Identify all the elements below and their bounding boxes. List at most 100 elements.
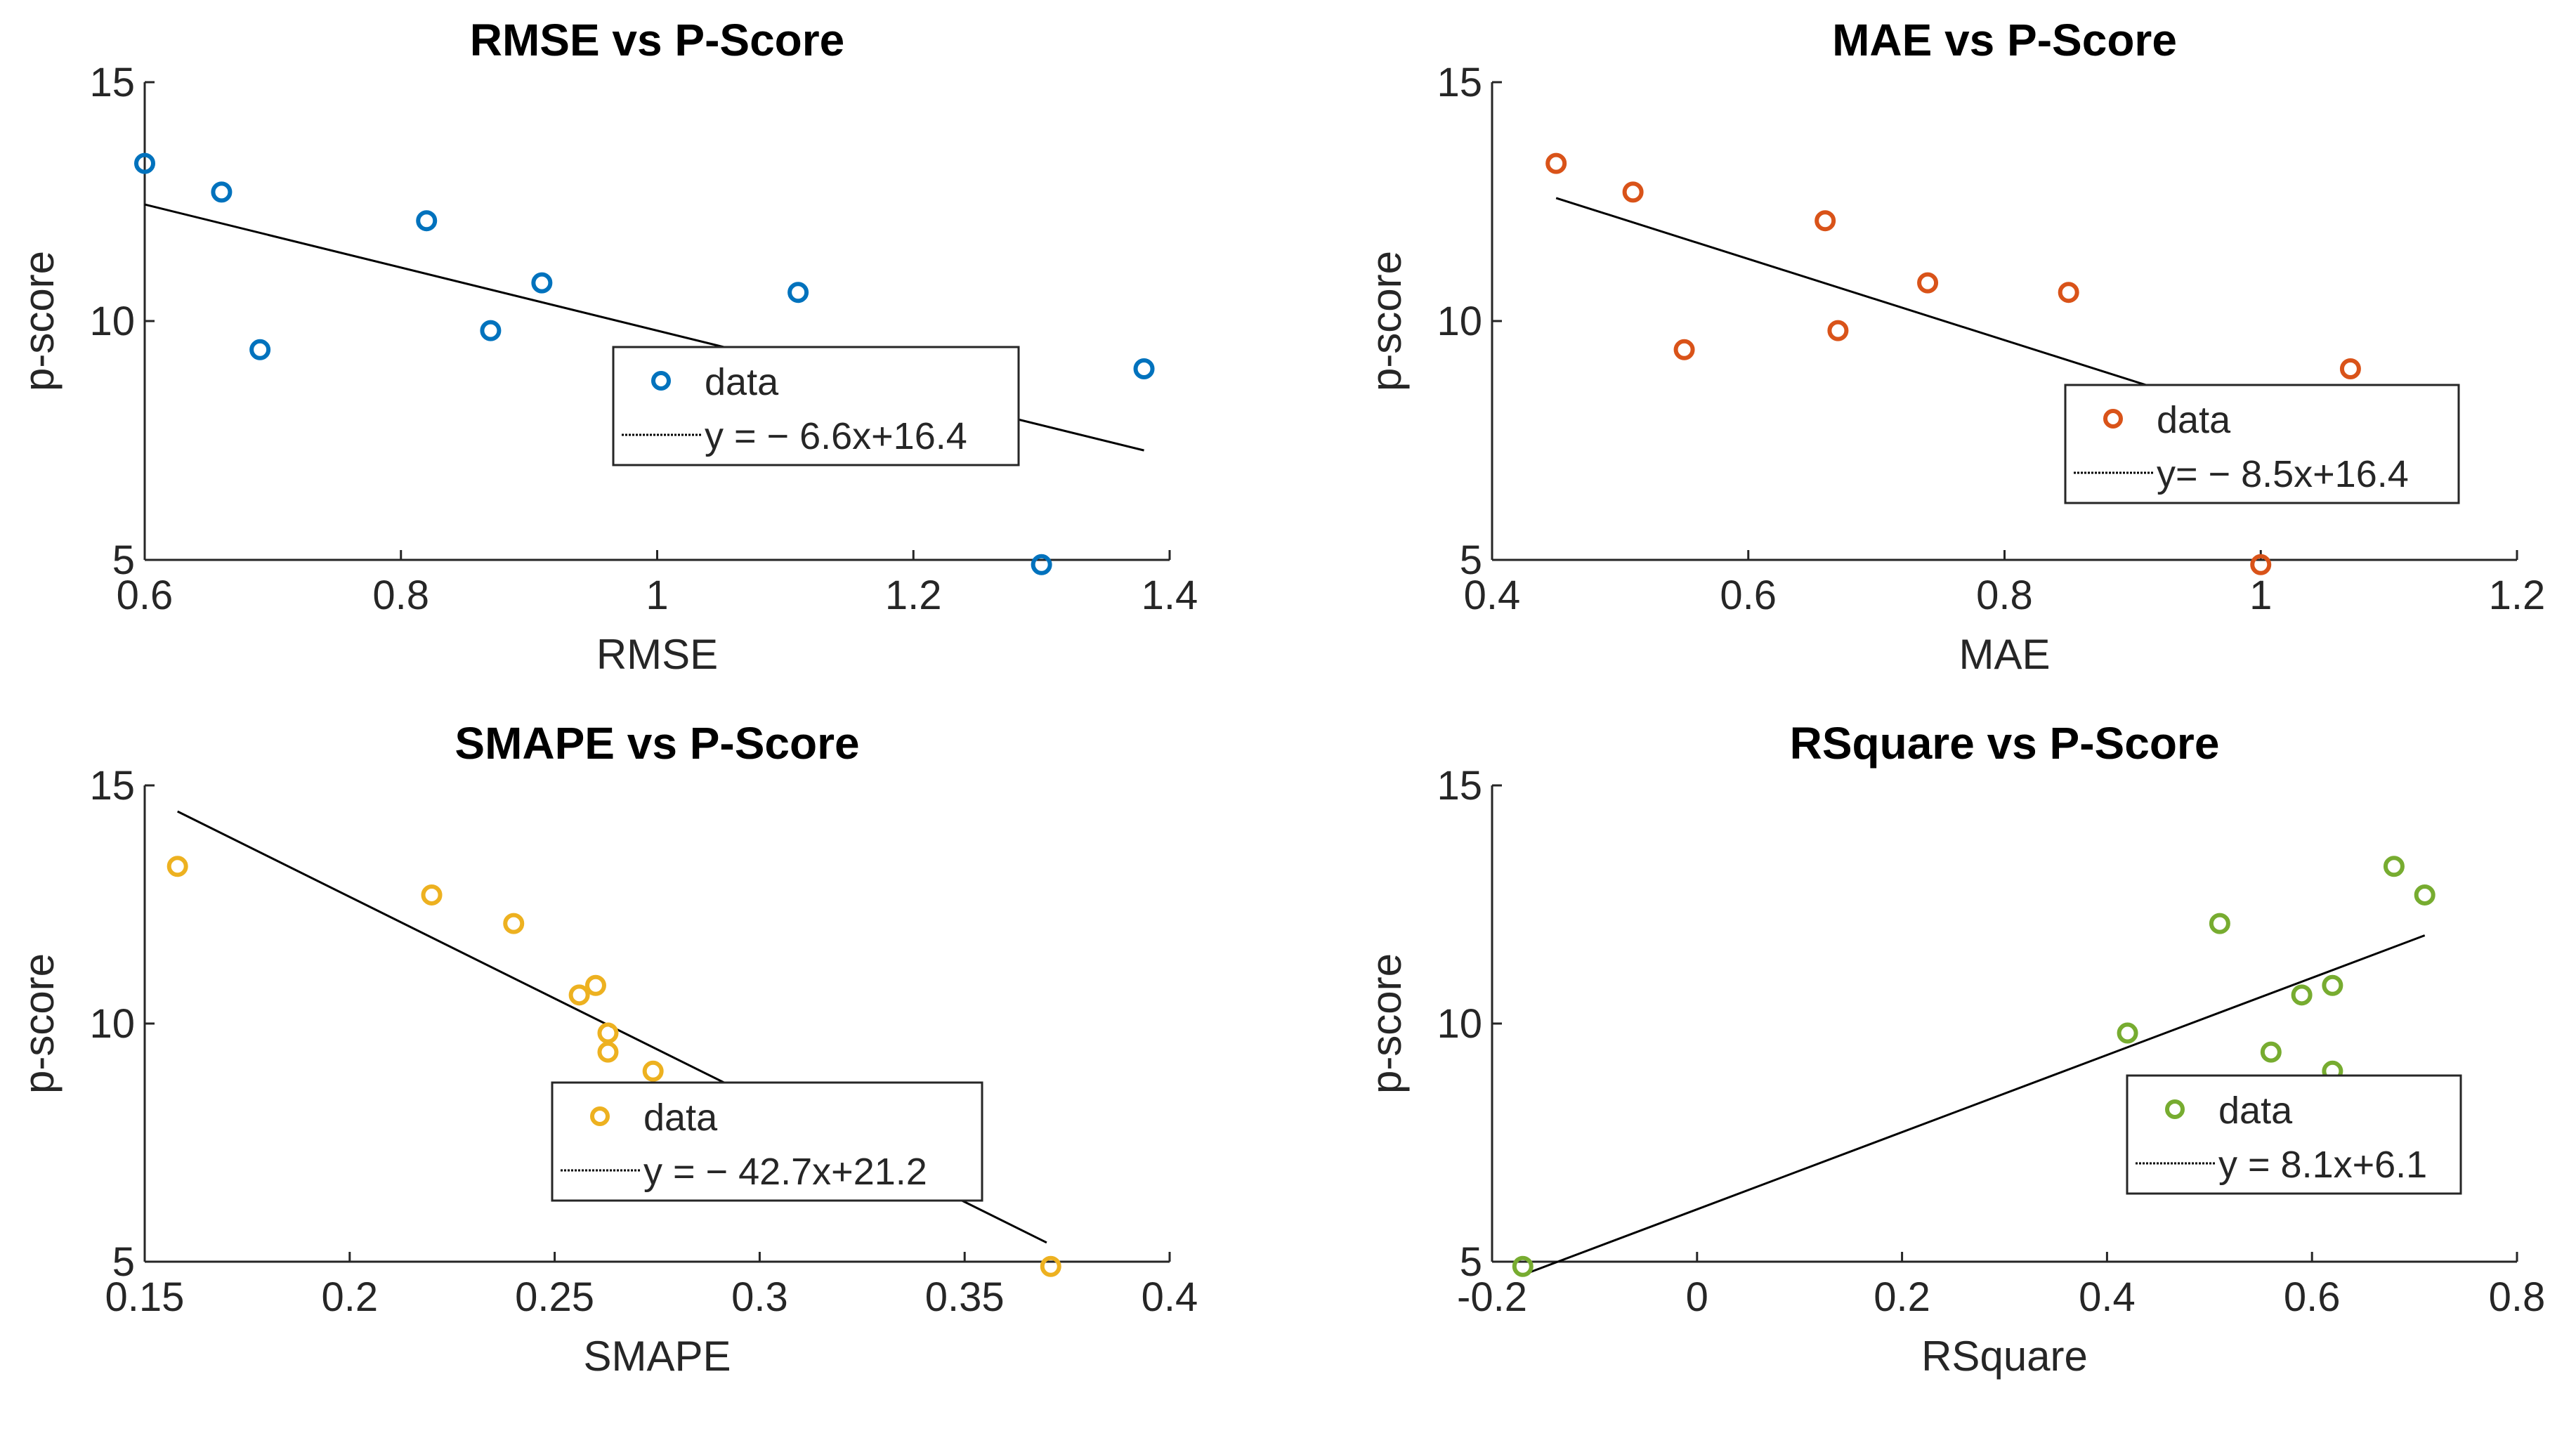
data-point (2339, 358, 2361, 379)
x-tick-label: 0.6 (2284, 1274, 2341, 1320)
legend-box (551, 1081, 983, 1202)
y-tick-label: 10 (89, 299, 135, 344)
legend-fit-label: y = − 6.6x+16.4 (705, 415, 967, 457)
data-point (787, 282, 809, 303)
chart-title: SMAPE vs P-Score (455, 718, 859, 769)
x-tick-label: 0.8 (372, 573, 429, 618)
data-point (1031, 554, 1052, 575)
legend-data-label: data (2218, 1090, 2293, 1132)
legend-fit-label: y= − 8.5x+16.4 (2157, 453, 2409, 495)
data-point (1815, 210, 1836, 232)
legend-fit-label: y = 8.1x+6.1 (2218, 1144, 2427, 1186)
x-tick-label: 0.6 (117, 573, 174, 618)
data-point (249, 339, 271, 360)
y-tick-label: 5 (1460, 537, 1482, 583)
y-axis-label: p-score (15, 953, 63, 1094)
subplot-3: SMAPE vs P-Score 0.15 0.2 0.25 0.3 0.35 0.4 5 10… (15, 718, 1198, 1380)
data-point (642, 1060, 664, 1082)
data-point (2383, 856, 2405, 877)
legend: data y= − 8.5x+16.4 (2064, 384, 2460, 504)
x-tick-label: 1.2 (2489, 573, 2546, 618)
data-point (584, 974, 606, 996)
legend: data y = 8.1x+6.1 (2126, 1074, 2462, 1195)
legend-marker (2103, 409, 2123, 429)
legend-marker (2165, 1099, 2185, 1119)
subplot-2: MAE vs P-Score 0.4 0.6 0.8 1 1.2 5 10 15 MAE p-sco… (1363, 15, 2545, 678)
y-tick-label: 15 (89, 763, 135, 809)
y-tick-label: 5 (112, 1239, 135, 1285)
data-point (166, 856, 188, 877)
x-tick-label: 0 (1686, 1274, 1708, 1320)
x-axis-label: RMSE (596, 631, 718, 678)
data-point (1545, 152, 1567, 174)
x-tick-label: 0.2 (1874, 1274, 1930, 1320)
data-point (2250, 554, 2272, 575)
y-tick-label: 15 (89, 60, 135, 105)
legend-fit-label: y = − 42.7x+21.2 (643, 1151, 927, 1193)
legend-marker (651, 371, 671, 391)
data-point (503, 913, 525, 934)
x-tick-label: 0.6 (1720, 573, 1777, 618)
x-axis-label: SMAPE (583, 1333, 731, 1380)
data-point (597, 1022, 619, 1044)
data-point (1917, 272, 1939, 294)
chart-title: RMSE vs P-Score (470, 15, 845, 65)
x-tick-label: 0.15 (105, 1274, 185, 1320)
legend-data-label: data (705, 361, 779, 403)
data-point (1827, 320, 1849, 341)
legend-data-label: data (2157, 399, 2231, 441)
data-point (421, 884, 443, 906)
y-tick-label: 5 (1460, 1239, 1482, 1285)
x-tick-label: 1.4 (1142, 573, 1198, 618)
x-axis-label: MAE (1959, 631, 2050, 678)
x-tick-label: 0.35 (925, 1274, 1005, 1320)
data-point (597, 1041, 619, 1063)
data-point (1040, 1255, 1061, 1277)
legend-box (2126, 1074, 2462, 1195)
data-point (2058, 282, 2079, 303)
y-tick-label: 10 (89, 1001, 135, 1047)
data-point (1622, 181, 1644, 203)
fit-line (1522, 934, 2426, 1276)
data-point (416, 210, 438, 232)
data-point (2322, 974, 2343, 996)
y-tick-label: 10 (1437, 299, 1482, 344)
legend-box (612, 346, 1020, 466)
x-tick-label: 1.2 (885, 573, 942, 618)
chart-title: MAE vs P-Score (1832, 15, 2177, 65)
legend-marker (590, 1106, 610, 1126)
data-point (1512, 1255, 1534, 1277)
y-tick-label: 10 (1437, 1001, 1482, 1047)
data-point (2291, 984, 2313, 1006)
legend-box (2064, 384, 2460, 504)
x-tick-label: 0.4 (2079, 1274, 2136, 1320)
x-tick-label: -0.2 (1457, 1274, 1527, 1320)
data-point (134, 152, 155, 174)
y-axis-label: p-score (15, 251, 63, 391)
data-point (568, 984, 590, 1006)
legend: data y = − 6.6x+16.4 (612, 346, 1020, 466)
subplot-1: RMSE vs P-Score 0.6 0.8 1 1.2 1.4 5 10 15 RMSE p-s… (15, 15, 1198, 678)
x-tick-label: 1 (2249, 573, 2272, 618)
y-tick-label: 15 (1437, 60, 1482, 105)
data-point (480, 320, 502, 341)
x-tick-label: 0.4 (1142, 1274, 1198, 1320)
x-tick-label: 1 (646, 573, 668, 618)
y-axis-label: p-score (1363, 251, 1410, 391)
chart-title: RSquare vs P-Score (1790, 718, 2220, 769)
legend-data-label: data (643, 1097, 718, 1139)
x-tick-label: 0.2 (321, 1274, 378, 1320)
data-point (211, 181, 233, 203)
data-point (1673, 339, 1695, 360)
data-point (2260, 1041, 2282, 1063)
y-tick-label: 5 (112, 537, 135, 583)
x-tick-label: 0.8 (2489, 1274, 2546, 1320)
y-axis-label: p-score (1363, 953, 1410, 1094)
y-tick-label: 15 (1437, 763, 1482, 809)
x-tick-label: 0.4 (1464, 573, 1521, 618)
x-tick-label: 0.8 (1976, 573, 2033, 618)
data-point (2117, 1022, 2138, 1044)
data-point (1133, 358, 1155, 379)
x-axis-label: RSquare (1921, 1333, 2088, 1380)
